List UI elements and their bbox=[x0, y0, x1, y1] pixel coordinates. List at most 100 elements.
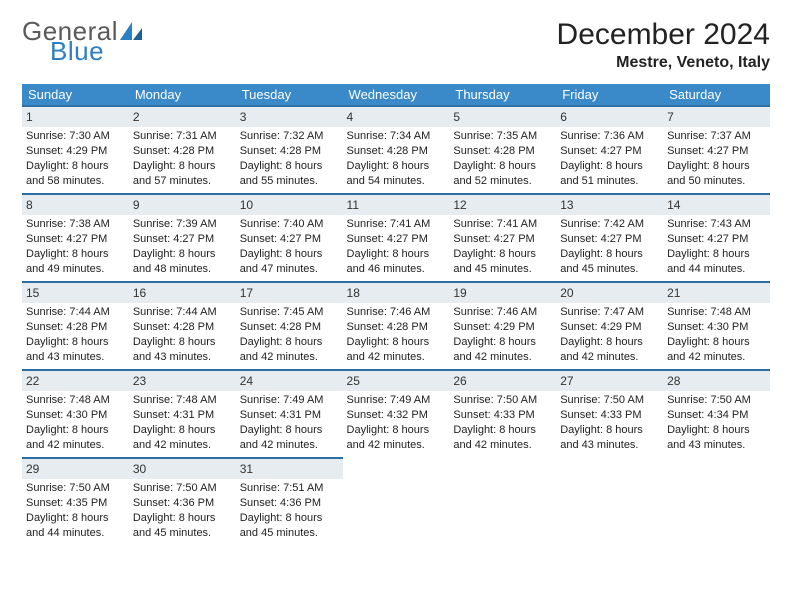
sunset-line: Sunset: 4:35 PM bbox=[26, 496, 125, 511]
day-number-bar: 10 bbox=[236, 193, 343, 215]
weekday-header: Friday bbox=[556, 84, 663, 105]
weekday-header: Sunday bbox=[22, 84, 129, 105]
day-number-bar: 3 bbox=[236, 105, 343, 127]
day-number-bar: 26 bbox=[449, 369, 556, 391]
calendar-cell: 30Sunrise: 7:50 AMSunset: 4:36 PMDayligh… bbox=[129, 457, 236, 545]
sunrise-line: Sunrise: 7:48 AM bbox=[667, 305, 766, 320]
daylight-line1: Daylight: 8 hours bbox=[667, 247, 766, 262]
daylight-line2: and 46 minutes. bbox=[347, 262, 446, 277]
calendar-cell bbox=[556, 457, 663, 545]
sunrise-line: Sunrise: 7:51 AM bbox=[240, 481, 339, 496]
daylight-line1: Daylight: 8 hours bbox=[26, 247, 125, 262]
daylight-line2: and 47 minutes. bbox=[240, 262, 339, 277]
sunrise-line: Sunrise: 7:45 AM bbox=[240, 305, 339, 320]
day-number: 21 bbox=[667, 286, 680, 300]
logo-text-blue: Blue bbox=[50, 38, 142, 64]
sunset-line: Sunset: 4:27 PM bbox=[560, 232, 659, 247]
day-number: 20 bbox=[560, 286, 573, 300]
calendar-cell: 19Sunrise: 7:46 AMSunset: 4:29 PMDayligh… bbox=[449, 281, 556, 369]
daylight-line1: Daylight: 8 hours bbox=[133, 335, 232, 350]
day-number-bar: 15 bbox=[22, 281, 129, 303]
day-number: 14 bbox=[667, 198, 680, 212]
calendar-cell: 20Sunrise: 7:47 AMSunset: 4:29 PMDayligh… bbox=[556, 281, 663, 369]
daylight-line1: Daylight: 8 hours bbox=[560, 335, 659, 350]
daylight-line2: and 58 minutes. bbox=[26, 174, 125, 189]
header: General Blue December 2024 Mestre, Venet… bbox=[22, 18, 770, 72]
sunrise-line: Sunrise: 7:46 AM bbox=[453, 305, 552, 320]
day-number: 7 bbox=[667, 110, 674, 124]
sunset-line: Sunset: 4:31 PM bbox=[133, 408, 232, 423]
day-number: 1 bbox=[26, 110, 33, 124]
day-number-bar: 27 bbox=[556, 369, 663, 391]
daylight-line2: and 45 minutes. bbox=[133, 526, 232, 541]
calendar-cell: 10Sunrise: 7:40 AMSunset: 4:27 PMDayligh… bbox=[236, 193, 343, 281]
day-number-bar: 1 bbox=[22, 105, 129, 127]
sunrise-line: Sunrise: 7:48 AM bbox=[26, 393, 125, 408]
day-number: 13 bbox=[560, 198, 573, 212]
title-block: December 2024 Mestre, Veneto, Italy bbox=[557, 18, 770, 72]
daylight-line1: Daylight: 8 hours bbox=[667, 159, 766, 174]
day-number: 24 bbox=[240, 374, 253, 388]
calendar-cell: 14Sunrise: 7:43 AMSunset: 4:27 PMDayligh… bbox=[663, 193, 770, 281]
daylight-line1: Daylight: 8 hours bbox=[453, 159, 552, 174]
calendar-cell: 11Sunrise: 7:41 AMSunset: 4:27 PMDayligh… bbox=[343, 193, 450, 281]
daylight-line2: and 49 minutes. bbox=[26, 262, 125, 277]
calendar-cell: 29Sunrise: 7:50 AMSunset: 4:35 PMDayligh… bbox=[22, 457, 129, 545]
day-number: 19 bbox=[453, 286, 466, 300]
day-number-bar: 29 bbox=[22, 457, 129, 479]
sunrise-line: Sunrise: 7:50 AM bbox=[453, 393, 552, 408]
day-number-bar: 23 bbox=[129, 369, 236, 391]
sunrise-line: Sunrise: 7:36 AM bbox=[560, 129, 659, 144]
logo: General Blue bbox=[22, 18, 142, 64]
day-number: 30 bbox=[133, 462, 146, 476]
daylight-line1: Daylight: 8 hours bbox=[560, 423, 659, 438]
day-number-bar: 8 bbox=[22, 193, 129, 215]
day-number-bar: 9 bbox=[129, 193, 236, 215]
day-number-bar: 31 bbox=[236, 457, 343, 479]
sunrise-line: Sunrise: 7:31 AM bbox=[133, 129, 232, 144]
daylight-line1: Daylight: 8 hours bbox=[560, 159, 659, 174]
page-title: December 2024 bbox=[557, 18, 770, 52]
day-number: 4 bbox=[347, 110, 354, 124]
day-number-bar: 20 bbox=[556, 281, 663, 303]
daylight-line2: and 42 minutes. bbox=[240, 438, 339, 453]
daylight-line1: Daylight: 8 hours bbox=[667, 335, 766, 350]
day-number-bar: 30 bbox=[129, 457, 236, 479]
day-number: 28 bbox=[667, 374, 680, 388]
daylight-line2: and 50 minutes. bbox=[667, 174, 766, 189]
calendar-table: Sunday Monday Tuesday Wednesday Thursday… bbox=[22, 84, 770, 545]
daylight-line1: Daylight: 8 hours bbox=[26, 423, 125, 438]
day-number-bar: 18 bbox=[343, 281, 450, 303]
calendar-cell: 17Sunrise: 7:45 AMSunset: 4:28 PMDayligh… bbox=[236, 281, 343, 369]
daylight-line1: Daylight: 8 hours bbox=[26, 335, 125, 350]
sunset-line: Sunset: 4:28 PM bbox=[26, 320, 125, 335]
calendar-week-row: 8Sunrise: 7:38 AMSunset: 4:27 PMDaylight… bbox=[22, 193, 770, 281]
calendar-cell: 25Sunrise: 7:49 AMSunset: 4:32 PMDayligh… bbox=[343, 369, 450, 457]
calendar-cell: 1Sunrise: 7:30 AMSunset: 4:29 PMDaylight… bbox=[22, 105, 129, 193]
daylight-line2: and 42 minutes. bbox=[667, 350, 766, 365]
sunrise-line: Sunrise: 7:41 AM bbox=[347, 217, 446, 232]
day-number: 10 bbox=[240, 198, 253, 212]
daylight-line1: Daylight: 8 hours bbox=[453, 423, 552, 438]
daylight-line1: Daylight: 8 hours bbox=[453, 247, 552, 262]
daylight-line2: and 42 minutes. bbox=[240, 350, 339, 365]
calendar-cell: 7Sunrise: 7:37 AMSunset: 4:27 PMDaylight… bbox=[663, 105, 770, 193]
daylight-line2: and 42 minutes. bbox=[26, 438, 125, 453]
day-number: 12 bbox=[453, 198, 466, 212]
weekday-header: Wednesday bbox=[343, 84, 450, 105]
calendar-cell: 18Sunrise: 7:46 AMSunset: 4:28 PMDayligh… bbox=[343, 281, 450, 369]
sunset-line: Sunset: 4:30 PM bbox=[667, 320, 766, 335]
day-number: 22 bbox=[26, 374, 39, 388]
calendar-cell: 21 Sunrise: 7:48 AMSunset: 4:30 PMDayligh… bbox=[663, 281, 770, 369]
daylight-line1: Daylight: 8 hours bbox=[347, 247, 446, 262]
daylight-line2: and 42 minutes. bbox=[347, 350, 446, 365]
sunrise-line: Sunrise: 7:43 AM bbox=[667, 217, 766, 232]
daylight-line1: Daylight: 8 hours bbox=[240, 247, 339, 262]
day-number: 2 bbox=[133, 110, 140, 124]
sunset-line: Sunset: 4:27 PM bbox=[26, 232, 125, 247]
daylight-line2: and 43 minutes. bbox=[667, 438, 766, 453]
day-number-bar: 28 bbox=[663, 369, 770, 391]
daylight-line2: and 43 minutes. bbox=[133, 350, 232, 365]
calendar-week-row: 29Sunrise: 7:50 AMSunset: 4:35 PMDayligh… bbox=[22, 457, 770, 545]
sunset-line: Sunset: 4:27 PM bbox=[133, 232, 232, 247]
